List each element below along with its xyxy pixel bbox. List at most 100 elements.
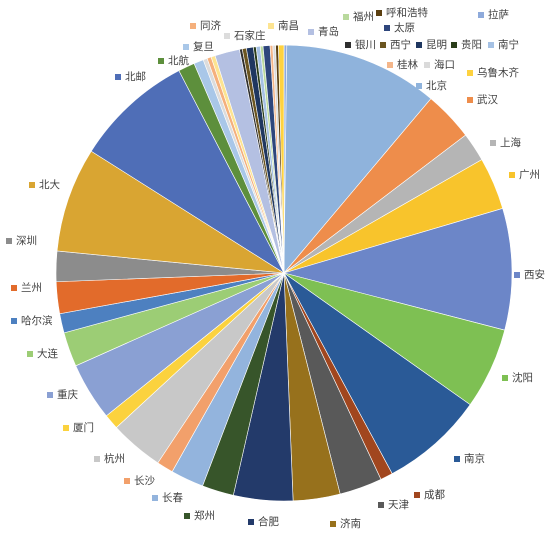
label-marker-guiyang: [451, 42, 457, 48]
label-guilin: 桂林: [387, 58, 418, 71]
label-text-hangzhou: 杭州: [104, 452, 125, 465]
label-marker-yinchuan: [345, 42, 351, 48]
label-guiyang: 贵阳: [451, 38, 482, 51]
pie-slice-7: [283, 272, 471, 475]
label-marker-tianjin: [378, 502, 384, 508]
label-text-beijing: 北京: [426, 79, 447, 92]
label-marker-kunming: [416, 42, 422, 48]
label-beihang: 北航: [158, 54, 189, 67]
label-marker-shenzhen: [6, 238, 12, 244]
label-marker-haikou: [424, 62, 430, 68]
label-fuzhou: 福州: [343, 10, 374, 23]
pie-slice-22: [56, 150, 285, 274]
label-zhengzhou: 郑州: [184, 509, 215, 522]
label-marker-lanzhou: [11, 285, 17, 291]
pie-slice-1: [283, 44, 432, 274]
label-kunming: 昆明: [416, 39, 447, 51]
label-text-wuhan: 武汉: [477, 93, 498, 106]
label-shenzhen: 深圳: [6, 235, 37, 247]
label-beijing: 北京: [416, 79, 447, 92]
label-text-jinan: 济南: [340, 517, 361, 530]
label-marker-xining: [380, 42, 386, 48]
label-chongqing: 重庆: [47, 388, 78, 401]
pie-labels: 拉萨 北京 武汉 上海 广州 西安 沈阳 南京 成都 天津 济南 合肥 郑州 长…: [6, 7, 545, 530]
pie-slice-23: [90, 70, 285, 274]
label-qingdao: 青岛: [308, 25, 339, 38]
label-text-taiyuan: 太原: [394, 21, 415, 34]
label-marker-nanjing: [454, 456, 460, 462]
label-text-shijiazhuang: 石家庄: [234, 29, 266, 42]
pie-slice-40: [278, 44, 285, 274]
label-text-kunming: 昆明: [426, 39, 447, 51]
label-text-tianjin: 天津: [388, 499, 409, 511]
label-text-xian: 西安: [524, 268, 545, 281]
label-changsha: 长沙: [124, 475, 155, 487]
label-text-guilin: 桂林: [397, 58, 418, 71]
label-xiamen: 厦门: [63, 421, 94, 434]
label-text-shenzhen: 深圳: [16, 235, 37, 247]
label-xining: 西宁: [380, 38, 411, 51]
label-marker-qingdao: [308, 29, 314, 35]
pie-slices: [55, 44, 513, 502]
label-marker-beihang: [158, 58, 164, 64]
label-shenyang: 沈阳: [502, 371, 533, 384]
label-marker-zhengzhou: [184, 513, 190, 519]
label-text-fuzhou: 福州: [353, 10, 374, 23]
label-marker-tongji: [190, 23, 196, 29]
label-text-yinchuan: 银川: [355, 38, 376, 51]
label-tianjin: 天津: [378, 499, 409, 511]
label-lasa: 拉萨: [478, 8, 509, 21]
label-tongji: 同济: [190, 19, 221, 32]
label-changchun: 长春: [152, 492, 183, 504]
label-shanghai: 上海: [490, 136, 521, 149]
label-guangzhou: 广州: [509, 169, 540, 181]
label-dalian: 大连: [27, 347, 58, 360]
label-marker-dalian: [27, 351, 33, 357]
label-wulumuqi: 乌鲁木齐: [467, 66, 519, 79]
label-marker-shijiazhuang: [224, 33, 230, 39]
label-haikou: 海口: [424, 58, 455, 71]
label-text-nanjing: 南京: [464, 452, 485, 465]
label-marker-fudan: [183, 44, 189, 50]
label-marker-chengdu: [414, 492, 420, 498]
pie-slice-5: [282, 208, 513, 331]
label-marker-guangzhou: [509, 172, 515, 178]
label-fudan: 复旦: [183, 40, 214, 53]
label-text-lanzhou: 兰州: [21, 281, 42, 294]
label-hefei: 合肥: [248, 515, 279, 528]
label-text-changchun: 长春: [162, 492, 183, 504]
label-marker-lasa: [478, 12, 484, 18]
label-marker-guilin: [387, 62, 393, 68]
label-marker-shanghai: [490, 140, 496, 146]
label-beida: 北大: [29, 178, 60, 191]
label-text-tongji: 同济: [200, 19, 221, 32]
label-text-haerbin: 哈尔滨: [21, 314, 53, 327]
label-haerbin: 哈尔滨: [11, 314, 53, 327]
label-marker-wuhan: [467, 97, 473, 103]
label-text-guiyang: 贵阳: [461, 38, 482, 51]
label-marker-beiyou: [115, 74, 121, 80]
label-text-beihang: 北航: [168, 54, 189, 67]
label-marker-xiamen: [63, 425, 69, 431]
label-text-chengdu: 成都: [424, 489, 445, 501]
label-jinan: 济南: [330, 517, 361, 530]
label-marker-beijing: [416, 83, 422, 89]
label-text-xining: 西宁: [390, 38, 411, 51]
label-marker-wulumuqi: [467, 70, 473, 76]
label-text-xiamen: 厦门: [73, 421, 94, 434]
label-marker-changchun: [152, 495, 158, 501]
label-text-guangzhou: 广州: [519, 169, 540, 181]
label-marker-fuzhou: [343, 14, 349, 20]
label-marker-taiyuan: [384, 25, 390, 31]
label-marker-hefei: [248, 519, 254, 525]
label-text-dalian: 大连: [37, 347, 58, 360]
label-beiyou: 北邮: [115, 70, 146, 83]
label-text-beiyou: 北邮: [125, 70, 146, 83]
label-xian: 西安: [514, 268, 545, 281]
label-marker-hangzhou: [94, 456, 100, 462]
label-nanning: 南宁: [488, 38, 519, 51]
label-nanjing: 南京: [454, 452, 485, 465]
label-taiyuan: 太原: [384, 21, 415, 34]
label-marker-shenyang: [502, 375, 508, 381]
